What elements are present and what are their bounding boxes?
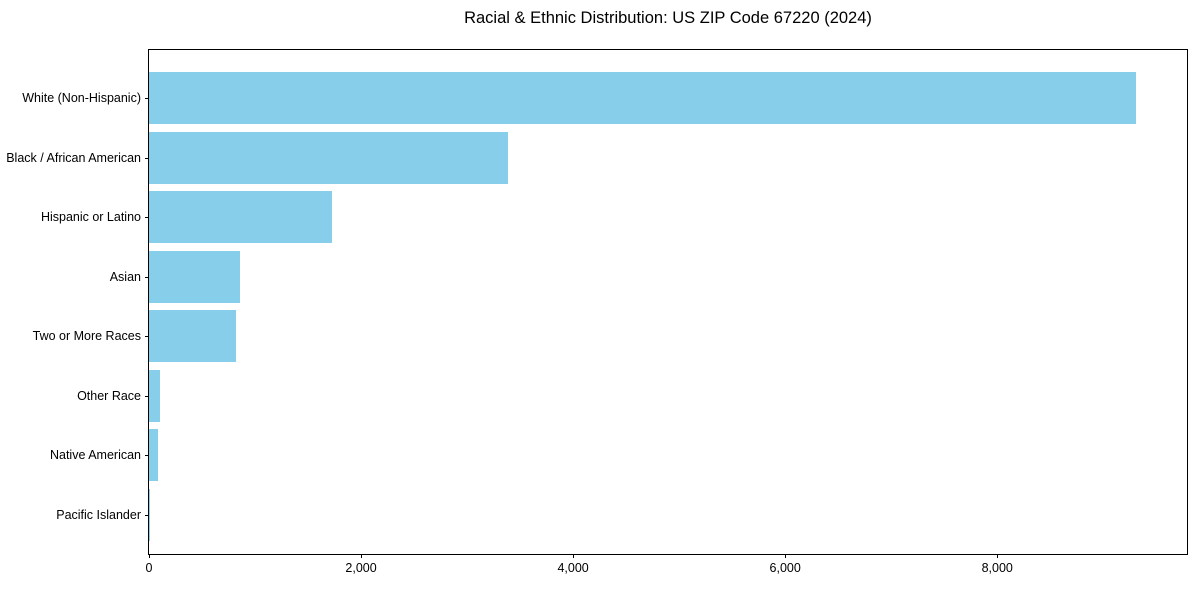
y-axis-tick: [145, 514, 149, 516]
bar: [149, 369, 160, 422]
y-axis-label: Hispanic or Latino: [40, 210, 141, 225]
plot-area: White (Non-Hispanic) Black / African Amer…: [6, 49, 1188, 575]
bar: [149, 250, 241, 303]
x-axis-tick: [997, 554, 999, 558]
y-axis-tick: [145, 455, 149, 457]
y-axis-tick: [145, 336, 149, 338]
y-axis-tick: [145, 98, 149, 99]
y-axis-label: Native American: [49, 448, 141, 463]
x-axis-tick: [361, 554, 363, 558]
x-axis-tick: [785, 554, 787, 558]
y-axis-label: Two or More Races: [32, 329, 141, 344]
bar: [149, 131, 509, 184]
y-axis-label: Asian: [109, 269, 141, 284]
bar: [149, 72, 1137, 124]
x-axis-tick-label: 2,000: [345, 561, 377, 575]
y-axis-tick: [145, 157, 149, 159]
x-axis-tick-label: 8,000: [981, 561, 1013, 575]
x-axis-tick: [149, 554, 150, 558]
y-axis-label: Black / African American: [6, 150, 141, 165]
y-axis-label: White (Non-Hispanic): [22, 91, 141, 105]
bar: [149, 310, 237, 363]
y-axis-tick: [145, 217, 149, 219]
y-axis-label: Pacific Islander: [56, 507, 141, 522]
y-axis-tick: [145, 276, 149, 278]
y-axis-label: Other Race: [77, 388, 141, 403]
x-axis-tick-label: 6,000: [769, 561, 801, 575]
bar: [149, 488, 150, 541]
chart-title: Racial & Ethnic Distribution: US ZIP Cod…: [464, 9, 872, 27]
x-axis-tick-label: 4,000: [557, 561, 589, 575]
x-axis-tick: [573, 554, 575, 558]
y-axis-tick: [145, 395, 149, 397]
bar: [149, 191, 333, 244]
x-axis-tick-label: 0: [145, 561, 153, 575]
bar: [149, 429, 158, 482]
